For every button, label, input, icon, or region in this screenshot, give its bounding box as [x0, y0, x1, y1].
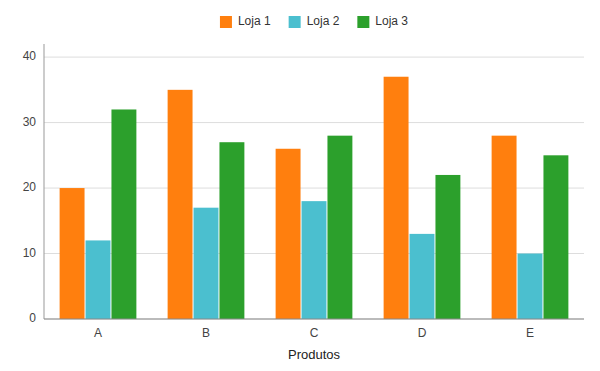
grid-line — [44, 319, 584, 320]
legend-swatch — [220, 16, 232, 28]
bar — [410, 234, 435, 319]
x-axis-label: Produtos — [288, 347, 341, 362]
legend-item: Loja 3 — [357, 14, 408, 28]
bar — [518, 254, 543, 319]
bar — [276, 149, 301, 319]
bar — [219, 142, 244, 319]
legend: Loja 1 Loja 2 Loja 3 — [220, 14, 408, 28]
bar — [194, 208, 219, 319]
legend-swatch — [357, 16, 369, 28]
legend-label: Loja 2 — [307, 14, 340, 28]
x-tick-label: C — [310, 326, 319, 340]
legend-item: Loja 1 — [220, 14, 271, 28]
chart-svg: 0 10 20 30 40 A B C D E Produtos Loja 1 Loja 2 Loja 3 — [0, 0, 600, 371]
bar — [111, 109, 136, 319]
bars — [60, 77, 569, 319]
bar — [168, 90, 193, 319]
x-tick-label: E — [526, 326, 534, 340]
y-axis-line — [44, 44, 45, 319]
x-axis-line — [44, 319, 584, 320]
legend-swatch — [289, 16, 301, 28]
x-tick-label: D — [418, 326, 427, 340]
y-tick-label: 40 — [23, 49, 37, 63]
legend-label: Loja 3 — [375, 14, 408, 28]
grid — [44, 57, 584, 319]
bar — [60, 188, 85, 319]
y-tick-label: 0 — [29, 311, 36, 325]
x-tick-label: B — [202, 326, 210, 340]
y-tick-label: 20 — [23, 180, 37, 194]
y-tick-label: 30 — [23, 115, 37, 129]
x-tick-label: A — [94, 326, 102, 340]
chart-container: 0 10 20 30 40 A B C D E Produtos Loja 1 Loja 2 Loja 3 — [0, 0, 600, 371]
y-tick-label: 10 — [23, 246, 37, 260]
bar — [384, 77, 409, 319]
bar — [302, 201, 327, 319]
legend-item: Loja 2 — [289, 14, 340, 28]
legend-label: Loja 1 — [238, 14, 271, 28]
bar — [435, 175, 460, 319]
grid-line — [44, 57, 584, 58]
bar — [327, 136, 352, 319]
bar — [86, 240, 111, 319]
bar — [543, 155, 568, 319]
bar — [492, 136, 517, 319]
